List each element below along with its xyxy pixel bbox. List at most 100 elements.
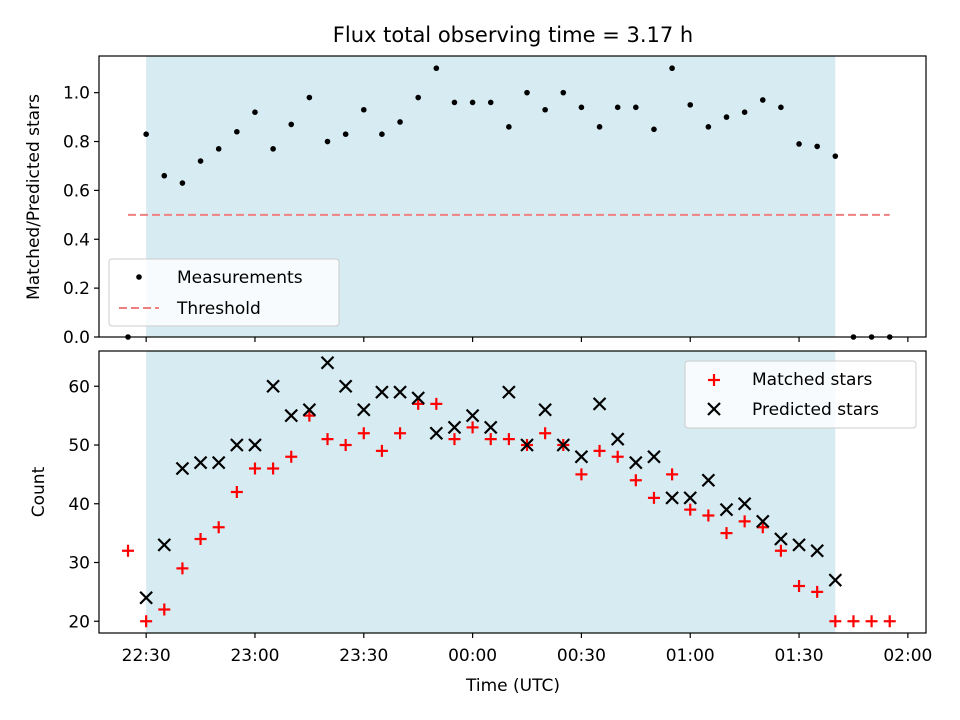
- measurement-point: [143, 131, 149, 137]
- matched-star-point: [448, 433, 461, 446]
- matched-star-point: [666, 468, 679, 481]
- predicted-star-point: [610, 432, 625, 446]
- predicted-star-point: [701, 473, 716, 488]
- predicted-star-point: [230, 438, 244, 452]
- predicted-star-point: [284, 408, 299, 423]
- measurement-point: [778, 104, 784, 111]
- matched-star-point: [847, 615, 860, 628]
- predicted-star-point: [737, 496, 752, 511]
- y-tick-label: 20: [68, 612, 90, 632]
- y-tick-label: 0.0: [63, 328, 90, 348]
- predicted-star-point: [320, 355, 335, 370]
- predicted-star-point: [755, 514, 770, 529]
- measurement-point: [832, 153, 839, 159]
- matched-star-point: [303, 409, 316, 422]
- matched-star-point: [375, 444, 388, 457]
- matched-star-point: [230, 486, 243, 498]
- ratio-panel: 0.0 0.2 0.4 0.6 0.8 1.0 Matched/Predicted sta…: [24, 55, 927, 348]
- measurement-point: [197, 158, 204, 164]
- count-legend-box: [684, 360, 917, 429]
- y-tick-label: 50: [68, 436, 90, 456]
- x-tick-label: 23:00: [230, 646, 279, 666]
- predicted-star-point: [447, 420, 462, 435]
- matched-star-point: [738, 515, 751, 528]
- predicted-star-point: [248, 438, 262, 452]
- measurement-point: [179, 180, 186, 186]
- measurement-point: [506, 124, 512, 130]
- legend-label-threshold: Threshold: [176, 299, 261, 319]
- matched-star-point: [321, 433, 334, 446]
- legend-label-matched: Matched stars: [752, 370, 872, 390]
- predicted-star-point: [629, 455, 643, 470]
- matched-star-point: [412, 397, 425, 410]
- matched-star-point: [248, 462, 261, 475]
- measurement-point: [360, 106, 367, 113]
- predicted-star-point: [393, 385, 407, 399]
- count-panel: 20 30 40 50 60 22:30 23:00 23:30 00:00 00:30 01:0…: [29, 350, 932, 696]
- matched-star-point: [611, 450, 624, 463]
- predicted-star-point: [556, 438, 571, 452]
- x-tick-label: 00:30: [557, 646, 606, 666]
- matched-star-point: [394, 427, 407, 440]
- measurement-point: [270, 146, 276, 152]
- predicted-star-point: [810, 543, 824, 558]
- matched-star-point: [647, 491, 660, 504]
- matched-star-point: [339, 439, 352, 451]
- count-legend: Matched stars Predicted stars: [684, 360, 917, 429]
- predicted-star-point: [193, 455, 208, 470]
- measurement-point: [397, 119, 403, 125]
- measurement-point: [433, 65, 440, 72]
- predicted-star-point: [774, 532, 788, 546]
- matched-star-point: [466, 421, 479, 434]
- measurement-point: [542, 106, 548, 113]
- x-tick-label: 01:30: [775, 646, 824, 666]
- measurement-point: [633, 104, 639, 111]
- matched-star-point: [267, 462, 280, 475]
- measurement-point: [651, 126, 657, 133]
- predicted-star-point: [538, 402, 552, 417]
- measurement-point: [306, 94, 313, 101]
- y-tick-label: 0.8: [63, 133, 90, 153]
- measurement-point: [324, 138, 331, 145]
- measurement-point: [723, 114, 730, 120]
- matched-star-point: [140, 615, 153, 628]
- predicted-star-point: [175, 461, 190, 476]
- predicted-star-point: [357, 402, 371, 417]
- measurement-point: [379, 131, 385, 137]
- legend-label-predicted: Predicted stars: [752, 400, 879, 420]
- predicted-star-point: [683, 491, 698, 505]
- predicted-star-point: [411, 391, 425, 405]
- ratio-legend: Measurements Threshold: [108, 258, 340, 327]
- measurement-point: [252, 109, 258, 115]
- predicted-star-point: [139, 590, 153, 605]
- y-tick-label: 60: [68, 377, 90, 397]
- matched-star-point: [829, 615, 842, 628]
- y-tick-label: 0.6: [63, 181, 90, 201]
- matched-star-point: [575, 468, 588, 481]
- count-x-axis: 22:30 23:00 23:30 00:00 00:30 01:00 01:30 02:00: [122, 633, 932, 666]
- ratio-x-ticks: [145, 337, 909, 342]
- matched-star-point: [702, 509, 715, 522]
- x-tick-label: 01:00: [666, 646, 715, 666]
- predicted-star-point: [665, 491, 679, 505]
- measurement-point: [796, 141, 802, 147]
- measurement-point: [234, 128, 240, 135]
- count-y-label: Count: [29, 466, 49, 517]
- predicted-star-point: [302, 402, 317, 417]
- matched-star-point: [502, 433, 515, 446]
- measurement-points: [125, 65, 893, 340]
- matched-star-point: [756, 521, 769, 534]
- matched-star-point: [883, 615, 896, 628]
- measurement-point: [215, 146, 222, 152]
- matched-star-point: [285, 450, 298, 463]
- x-tick-label: 23:30: [339, 646, 388, 666]
- y-tick-label: 0.4: [63, 230, 90, 250]
- ratio-legend-box: [108, 258, 340, 327]
- figure-title: Flux total observing time = 3.17 h: [333, 23, 693, 47]
- matched-star-point: [430, 397, 443, 410]
- predicted-star-point: [792, 538, 806, 552]
- matched-star-point: [629, 474, 642, 487]
- matched-star-point: [212, 521, 225, 534]
- predicted-star-point: [719, 502, 734, 517]
- measurement-point: [741, 109, 748, 115]
